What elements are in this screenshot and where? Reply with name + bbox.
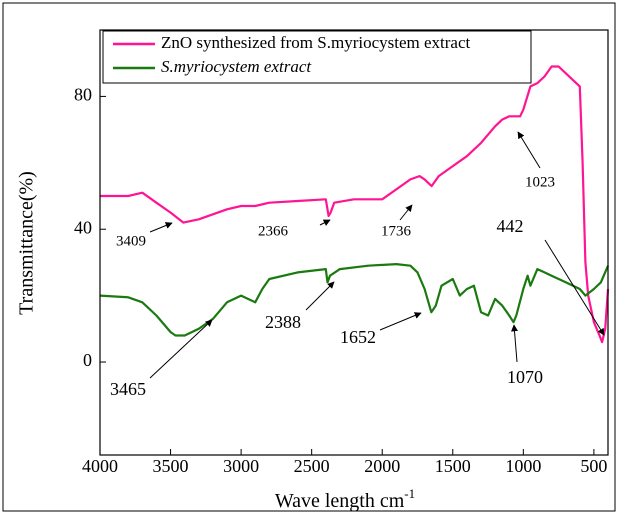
legend-label: S.myriocystem extract [161, 57, 312, 76]
annotation: 1652 [340, 327, 376, 347]
annotation: 442 [497, 216, 524, 236]
y-axis-label: Transmittance(%) [16, 171, 38, 315]
annotation-arrow [379, 312, 422, 331]
y-tick-label: 40 [74, 217, 92, 237]
x-tick-label: 2500 [294, 456, 330, 476]
plot-frame [99, 29, 609, 456]
annotation-arrow [149, 319, 213, 379]
x-tick-label: 3500 [153, 456, 189, 476]
annotation: 1736 [381, 223, 412, 239]
legend-label: ZnO synthesized from S.myriocystem extra… [161, 33, 471, 52]
annotation: 2388 [265, 312, 301, 332]
annotation-arrow [544, 239, 605, 336]
x-axis-label-text: Wave length cm [275, 490, 405, 512]
annotation: 1023 [525, 174, 555, 190]
series-line [100, 65, 610, 344]
x-axis-label-sup: -1 [404, 486, 415, 501]
annotation-arrow [399, 204, 413, 221]
x-tick-label: 3000 [223, 456, 259, 476]
annotation: 3409 [116, 233, 146, 249]
x-tick-label: 1500 [435, 456, 471, 476]
annotation-arrow [517, 131, 541, 169]
x-tick-label: 4000 [82, 456, 118, 476]
annotation: 1070 [507, 367, 543, 387]
x-tick-label: 1000 [505, 456, 541, 476]
annotation-arrow [305, 281, 335, 311]
legend-box [102, 30, 532, 84]
y-tick-label: 0 [83, 350, 92, 370]
y-tick-label: 80 [74, 85, 92, 105]
annotation-arrow [149, 222, 173, 233]
annotation-arrow [319, 219, 331, 226]
annotation: 2366 [258, 223, 289, 239]
x-tick-label: 2000 [364, 456, 400, 476]
annotation-arrow [511, 324, 518, 363]
x-axis-label: Wave length cm-1 [275, 486, 415, 512]
x-tick-label: 500 [580, 456, 607, 476]
series-line [99, 263, 610, 337]
annotation: 3465 [110, 379, 146, 399]
